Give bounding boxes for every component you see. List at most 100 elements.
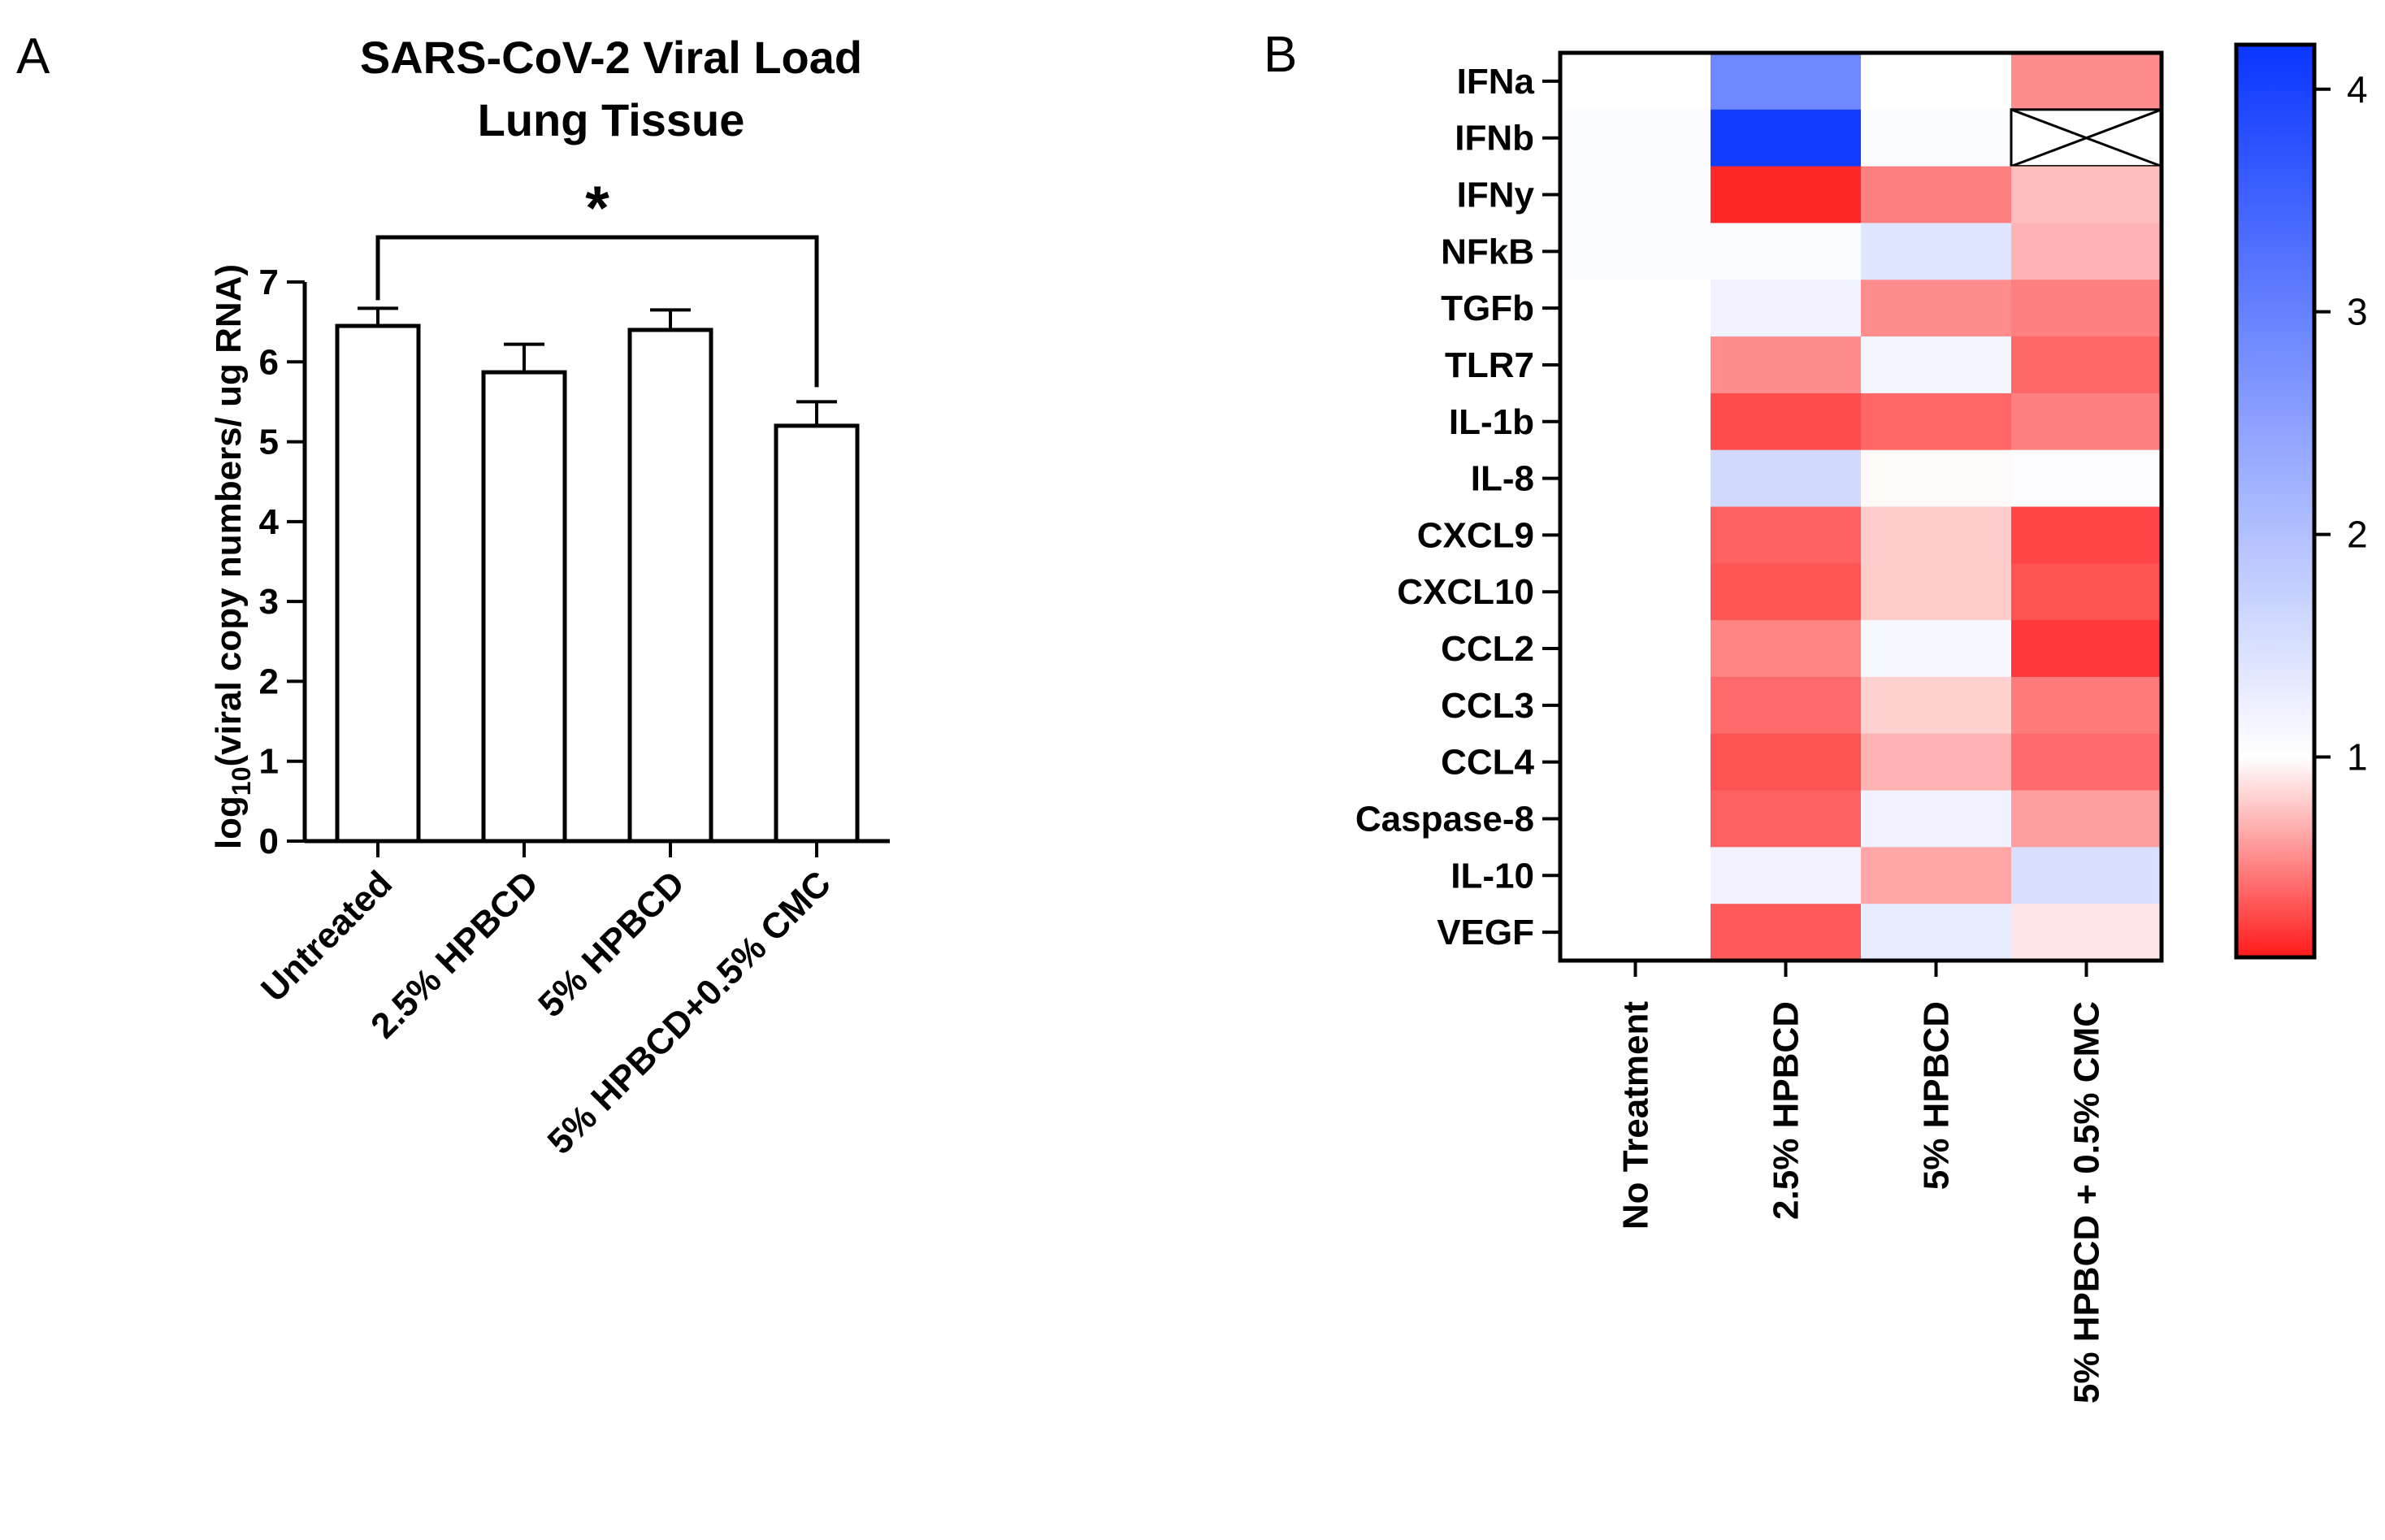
heatmap-cell — [1861, 336, 2012, 394]
heatmap-cell — [1711, 109, 1862, 167]
bar — [774, 423, 860, 844]
row-label: IL-8 — [1471, 459, 1534, 499]
heatmap-cell — [2011, 563, 2162, 621]
heatmap-cell — [1560, 449, 1711, 507]
heatmap-cell — [1560, 620, 1711, 678]
heatmap: IFNa IFNb IFNy NFkB TGFb TLR7 IL-1b IL-8 CXCL9 CX… — [1355, 50, 2164, 1403]
row-label: CCL3 — [1441, 686, 1534, 726]
heatmap-cell — [1861, 166, 2012, 223]
heatmap-cell — [1711, 790, 1862, 848]
heatmap-cell — [1711, 676, 1862, 735]
heatmap-frame — [1558, 50, 2164, 963]
heatmap-cell — [1711, 393, 1862, 451]
y-tick-label: 1 — [259, 742, 279, 782]
colorbar-bar — [2234, 42, 2317, 960]
colorbar-tick-label: 2 — [2347, 514, 2368, 556]
heatmap-cell — [2011, 506, 2162, 564]
heatmap-cell — [1861, 563, 2012, 621]
heatmap-cell — [1861, 676, 2012, 735]
heatmap-cell — [1560, 280, 1711, 337]
heatmap-cell — [1861, 790, 2012, 848]
heatmap-cell — [2011, 280, 2162, 337]
row-label: IFNa — [1457, 62, 1535, 102]
heatmap-cell — [1861, 109, 2012, 167]
heatmap-cell — [1711, 223, 1862, 280]
row-label: CXCL10 — [1397, 572, 1534, 612]
heatmap-cell — [1560, 676, 1711, 735]
heatmap-cell — [1560, 790, 1711, 848]
significance-bracket — [375, 235, 819, 388]
panel-a-label: A — [16, 28, 50, 85]
colorbar-tick-label: 4 — [2347, 68, 2368, 111]
heatmap-cell — [1861, 506, 2012, 564]
heatmap-cell — [1861, 449, 2012, 507]
heatmap-cell — [1711, 506, 1862, 564]
row-label: TGFb — [1441, 288, 1534, 328]
chart-a-subtitle: Lung Tissue — [478, 94, 745, 145]
heatmap-cell — [1861, 620, 2012, 678]
y-tick-label: 5 — [259, 423, 279, 462]
chart-a-ylabel: log10(viral copy numbers/ ug RNA) — [209, 264, 256, 849]
heatmap-cell — [1711, 620, 1862, 678]
heatmap-cell — [2011, 790, 2162, 848]
row-label: VEGF — [1437, 913, 1534, 952]
column-label: 5% HPBCD + 0.5% CMC — [2067, 1001, 2107, 1403]
heatmap-cell — [2011, 223, 2162, 280]
y-tick-label: 6 — [259, 342, 279, 382]
row-label: IL-10 — [1451, 856, 1534, 896]
heatmap-cell — [1560, 223, 1711, 280]
bar — [627, 328, 713, 844]
row-label: TLR7 — [1445, 345, 1534, 385]
bar — [481, 370, 567, 844]
x-tick-label: 5% HPBCD+0.5% CMC — [540, 863, 839, 1161]
heatmap-cell — [1861, 53, 2012, 111]
heatmap-cell — [1711, 336, 1862, 394]
row-label: Caspase-8 — [1355, 799, 1534, 839]
heatmap-cell — [2011, 620, 2162, 678]
heatmap-cell — [1560, 109, 1711, 167]
heatmap-cell — [1560, 393, 1711, 451]
heatmap-cell — [1711, 847, 1862, 904]
heatmap-cell — [1560, 336, 1711, 394]
heatmap-cell — [1560, 506, 1711, 564]
heatmap-cell — [2011, 166, 2162, 223]
colorbar-tick-label: 1 — [2347, 735, 2368, 778]
ylabel-subscript: 10 — [227, 766, 256, 796]
heatmap-cell — [2011, 449, 2162, 507]
heatmap-cell — [1711, 280, 1862, 337]
colorbar: 1 2 3 4 — [2234, 42, 2368, 960]
heatmap-cell — [2011, 676, 2162, 735]
colorbar-tick-label: 3 — [2347, 291, 2368, 333]
heatmap-cell — [2011, 393, 2162, 451]
heatmap-cell — [2011, 53, 2162, 111]
row-label: IFNy — [1457, 176, 1535, 215]
heatmap-cell — [1560, 904, 1711, 961]
heatmap-cell — [1711, 166, 1862, 223]
heatmap-cell — [2011, 847, 2162, 904]
row-label: CXCL9 — [1417, 515, 1534, 555]
y-tick-label: 3 — [259, 582, 279, 622]
row-label: CCL2 — [1441, 629, 1534, 669]
heatmap-cell — [1711, 53, 1862, 111]
heatmap-cell — [1711, 563, 1862, 621]
significance-label: * — [585, 174, 609, 243]
heatmap-cell — [2011, 904, 2162, 961]
ylabel-prefix: log — [209, 796, 249, 849]
heatmap-cell — [1861, 280, 2012, 337]
heatmap-cell — [1861, 733, 2012, 792]
heatmap-cell — [1560, 563, 1711, 621]
missing-cross-line — [2010, 108, 2162, 168]
y-tick-label: 2 — [259, 662, 279, 701]
row-label: IFNb — [1455, 119, 1534, 158]
column-label: 5% HPBCD — [1917, 1001, 1957, 1190]
row-label: CCL4 — [1441, 743, 1534, 783]
heatmap-cell — [1711, 733, 1862, 792]
heatmap-cell — [2011, 336, 2162, 394]
column-label: No Treatment — [1616, 1001, 1656, 1230]
y-tick-label: 4 — [259, 502, 280, 542]
heatmap-cell — [1861, 223, 2012, 280]
heatmap-cell — [1560, 847, 1711, 904]
heatmap-cell — [1861, 847, 2012, 904]
